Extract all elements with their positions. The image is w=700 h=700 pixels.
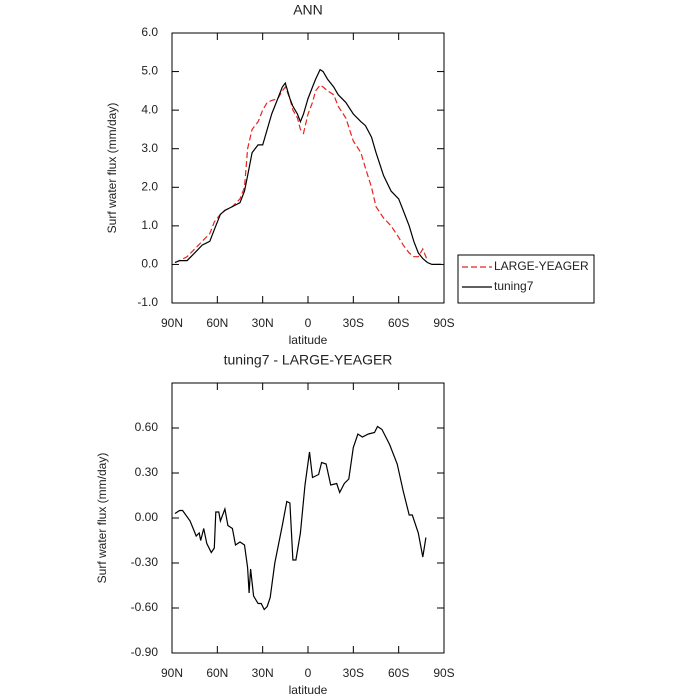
y-axis-label: Surf water flux (mm/day) bbox=[105, 103, 119, 234]
data-line bbox=[174, 84, 428, 264]
x-tick-label: 30N bbox=[252, 666, 274, 680]
y-tick-label: 0.30 bbox=[135, 465, 159, 479]
y-tick-label: -1.0 bbox=[137, 295, 158, 309]
y-tick-label: 0.0 bbox=[141, 257, 158, 271]
x-axis-label: latitude bbox=[289, 333, 328, 347]
x-tick-label: 90N bbox=[161, 666, 183, 680]
x-axis-label: latitude bbox=[289, 683, 328, 697]
x-tick-label: 60N bbox=[206, 316, 228, 330]
y-tick-label: 0.00 bbox=[135, 510, 159, 524]
y-tick-label: 6.0 bbox=[141, 25, 158, 39]
x-tick-label: 30S bbox=[343, 666, 364, 680]
y-tick-label: 0.60 bbox=[135, 420, 159, 434]
data-line bbox=[174, 68, 441, 265]
y-tick-label: 4.0 bbox=[141, 102, 158, 116]
chart-title: tuning7 - LARGE-YEAGER bbox=[224, 352, 393, 368]
y-tick-label: 5.0 bbox=[141, 64, 158, 78]
x-tick-label: 30N bbox=[252, 316, 274, 330]
x-tick-label: 90S bbox=[433, 316, 454, 330]
x-tick-label: 0 bbox=[305, 316, 312, 330]
plot-frame bbox=[171, 382, 445, 654]
y-tick-label: -0.30 bbox=[131, 555, 159, 569]
x-tick-label: 60S bbox=[388, 666, 409, 680]
y-axis-label: Surf water flux (mm/day) bbox=[95, 453, 109, 584]
data-line bbox=[174, 425, 427, 611]
y-tick-label: -0.90 bbox=[131, 645, 159, 659]
legend-label: tuning7 bbox=[494, 279, 534, 293]
y-tick-label: 3.0 bbox=[141, 141, 158, 155]
y-tick-label: 2.0 bbox=[141, 179, 158, 193]
x-tick-label: 90N bbox=[161, 316, 183, 330]
y-tick-label: -0.60 bbox=[131, 600, 159, 614]
x-tick-label: 60S bbox=[388, 316, 409, 330]
x-tick-label: 30S bbox=[343, 316, 364, 330]
x-tick-label: 90S bbox=[433, 666, 454, 680]
plot-frame bbox=[171, 32, 445, 304]
chart-title: ANN bbox=[293, 2, 323, 18]
legend-label: LARGE-YEAGER bbox=[494, 259, 589, 273]
x-tick-label: 60N bbox=[206, 666, 228, 680]
y-tick-label: 1.0 bbox=[141, 218, 158, 232]
x-tick-label: 0 bbox=[305, 666, 312, 680]
legend-box bbox=[457, 254, 595, 304]
